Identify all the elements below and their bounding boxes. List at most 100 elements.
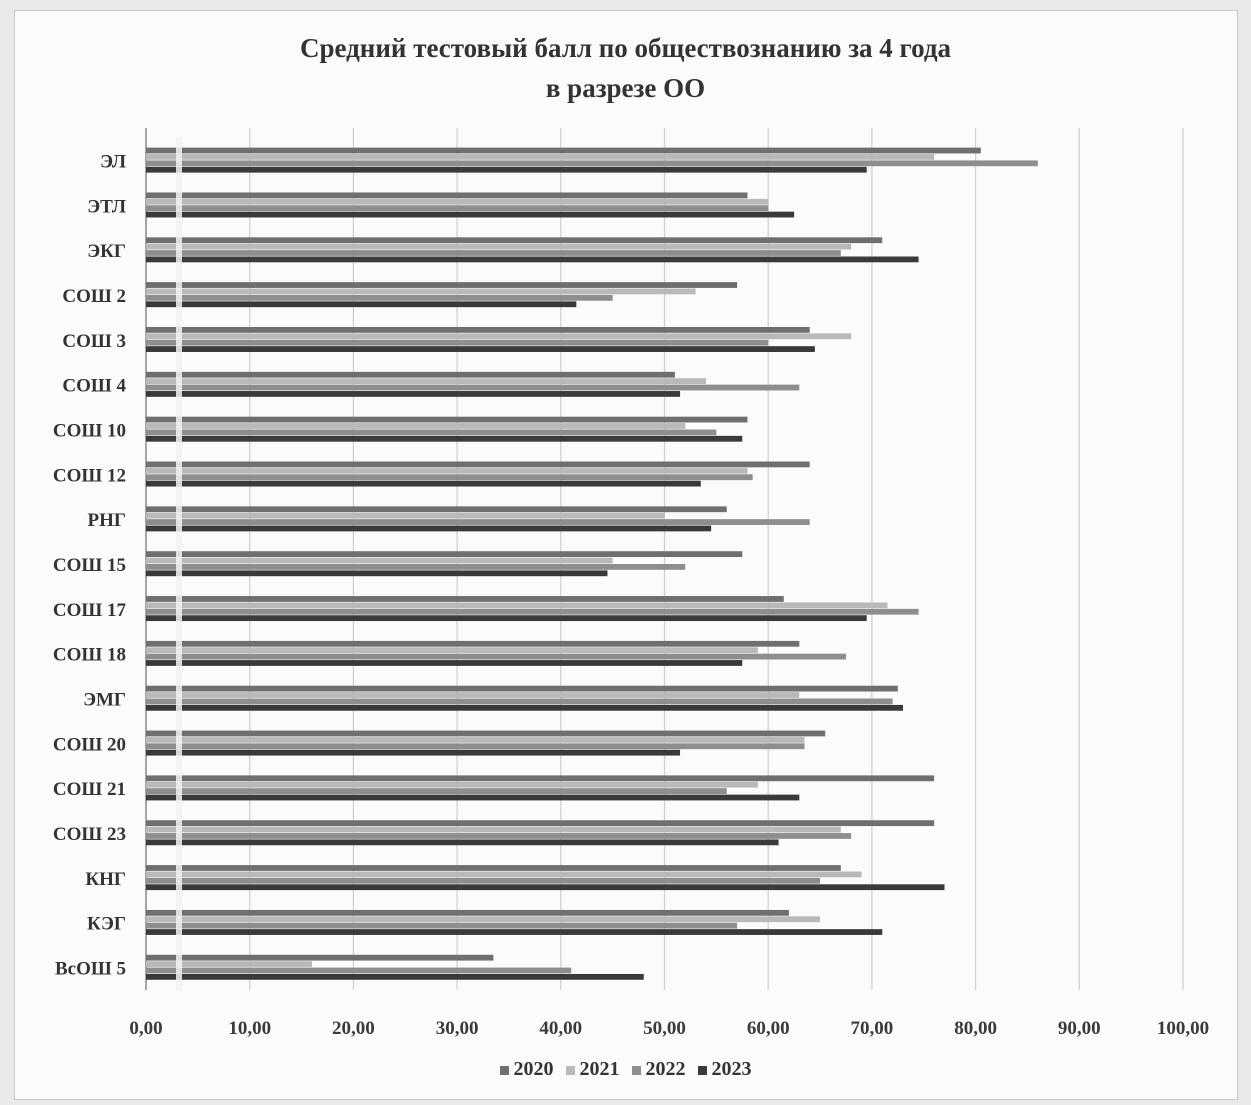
bar-2023 [146,884,945,891]
x-tick-label: 70,00 [851,1018,894,1039]
bar-2023 [146,166,867,173]
bar-2022 [146,877,821,884]
y-category-label: ЭМГ [83,690,126,711]
bar-2023 [146,391,681,397]
bar-2020 [146,640,800,647]
bar-2020 [146,685,898,692]
legend-item: 2020 [499,1058,554,1081]
x-tick-label: 60,00 [747,1018,790,1039]
bar-2021 [146,647,758,654]
y-category-label: КЭГ [87,914,126,935]
bar-2022 [146,250,841,256]
bar-2022 [146,205,769,212]
legend-label: 2022 [645,1058,686,1080]
bar-2022 [146,339,769,346]
bar-2022 [146,653,846,660]
y-category-label: СОШ 12 [53,465,126,486]
bar-2020 [146,865,841,871]
y-category-label: СОШ 23 [53,824,126,845]
legend-swatch [631,1065,641,1075]
x-tick-label: 20,00 [332,1018,375,1039]
bar-2022 [146,967,572,974]
bar-2022 [146,160,1038,167]
bar-2021 [146,423,686,429]
bar-2021 [146,602,888,609]
bar-2022 [146,922,738,929]
bar-2023 [146,929,883,935]
bar-2021 [146,557,613,564]
bar-2020 [146,506,727,513]
bar-2023 [146,973,644,980]
bar-2022 [146,608,919,615]
bar-2023 [146,211,795,218]
bar-2021 [146,198,769,205]
x-tick-label: 80,00 [954,1018,997,1039]
bar-2021 [146,467,748,474]
bar-2020 [146,775,935,782]
bar-2021 [146,378,706,385]
x-tick-label: 40,00 [539,1018,582,1039]
bar-2021 [146,692,800,698]
bar-2021 [146,512,665,519]
chart-title-block: Средний тестовый балл по обществознанию … [0,28,1251,108]
legend-label: 2020 [513,1058,554,1080]
y-category-label: СОШ 21 [53,779,126,800]
y-category-label: СОШ 10 [53,420,126,441]
bar-2022 [146,788,727,795]
bar-2021 [146,916,821,923]
x-tick-label: 90,00 [1058,1018,1101,1039]
legend-item: 2023 [697,1058,752,1081]
x-tick-label: 100,00 [1157,1018,1209,1039]
bar-2021 [146,736,805,743]
y-category-label: КНГ [85,869,126,890]
bar-2020 [146,820,935,827]
legend-swatch [499,1065,509,1075]
bar-2023 [146,480,701,487]
bar-2020 [146,461,810,468]
bar-2021 [146,961,312,967]
legend-swatch [697,1065,707,1075]
chart-title: Средний тестовый балл по обществознанию … [299,33,952,63]
bar-2021 [146,154,935,160]
bar-2021 [146,288,696,295]
bar-2022 [146,384,800,391]
bar-2022 [146,294,613,301]
bar-2023 [146,525,712,532]
bar-2023 [146,346,815,352]
bar-2023 [146,704,904,711]
bar-2020 [146,237,883,244]
legend-swatch [565,1065,575,1075]
bar-2023 [146,570,608,577]
bar-2023 [146,615,867,622]
y-category-label: СОШ 2 [62,286,126,307]
bar-2023 [146,749,681,756]
bar-2023 [146,256,919,263]
bar-2021 [146,333,852,340]
bar-2023 [146,794,800,801]
chart-legend: 2020 2021 2022 2023 [0,1058,1251,1081]
y-category-label: СОШ 20 [53,734,126,755]
bar-2022 [146,564,686,570]
bar-2022 [146,429,717,436]
bar-2023 [146,839,779,846]
bar-2022 [146,519,810,525]
bar-2020 [146,371,675,378]
y-category-label: СОШ 17 [53,600,127,621]
bar-2022 [146,474,753,481]
bar-2020 [146,147,981,154]
bar-2023 [146,301,577,308]
bar-2020 [146,596,784,602]
y-category-label: СОШ 15 [53,555,126,576]
bar-2021 [146,781,758,788]
y-category-label: СОШ 18 [53,645,126,666]
bar-2020 [146,326,810,333]
y-category-label: СОШ 4 [62,376,126,397]
y-category-label: ЭЛ [100,151,126,172]
bar-2022 [146,698,893,705]
y-category-label: РНГ [88,510,126,531]
y-category-label: ЭКГ [87,241,126,262]
bar-2023 [146,660,743,666]
y-category-label: ВсОШ 5 [55,959,126,980]
bar-2021 [146,243,852,250]
